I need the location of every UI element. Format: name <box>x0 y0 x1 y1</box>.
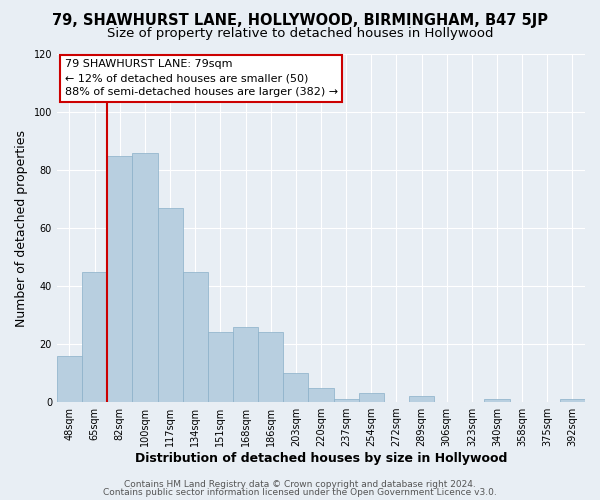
Bar <box>158 208 182 402</box>
Bar <box>334 399 359 402</box>
Bar <box>359 394 384 402</box>
Bar <box>560 399 585 402</box>
Text: 79 SHAWHURST LANE: 79sqm
← 12% of detached houses are smaller (50)
88% of semi-d: 79 SHAWHURST LANE: 79sqm ← 12% of detach… <box>65 59 338 97</box>
Bar <box>133 152 158 402</box>
Bar <box>258 332 283 402</box>
Bar <box>57 356 82 402</box>
Bar <box>233 326 258 402</box>
Bar <box>107 156 133 402</box>
Bar <box>409 396 434 402</box>
Text: Size of property relative to detached houses in Hollywood: Size of property relative to detached ho… <box>107 28 493 40</box>
Text: Contains public sector information licensed under the Open Government Licence v3: Contains public sector information licen… <box>103 488 497 497</box>
Bar <box>283 373 308 402</box>
Bar <box>182 272 208 402</box>
Y-axis label: Number of detached properties: Number of detached properties <box>15 130 28 326</box>
Text: 79, SHAWHURST LANE, HOLLYWOOD, BIRMINGHAM, B47 5JP: 79, SHAWHURST LANE, HOLLYWOOD, BIRMINGHA… <box>52 12 548 28</box>
Text: Contains HM Land Registry data © Crown copyright and database right 2024.: Contains HM Land Registry data © Crown c… <box>124 480 476 489</box>
Bar <box>484 399 509 402</box>
Bar <box>308 388 334 402</box>
Bar <box>82 272 107 402</box>
X-axis label: Distribution of detached houses by size in Hollywood: Distribution of detached houses by size … <box>135 452 507 465</box>
Bar <box>208 332 233 402</box>
